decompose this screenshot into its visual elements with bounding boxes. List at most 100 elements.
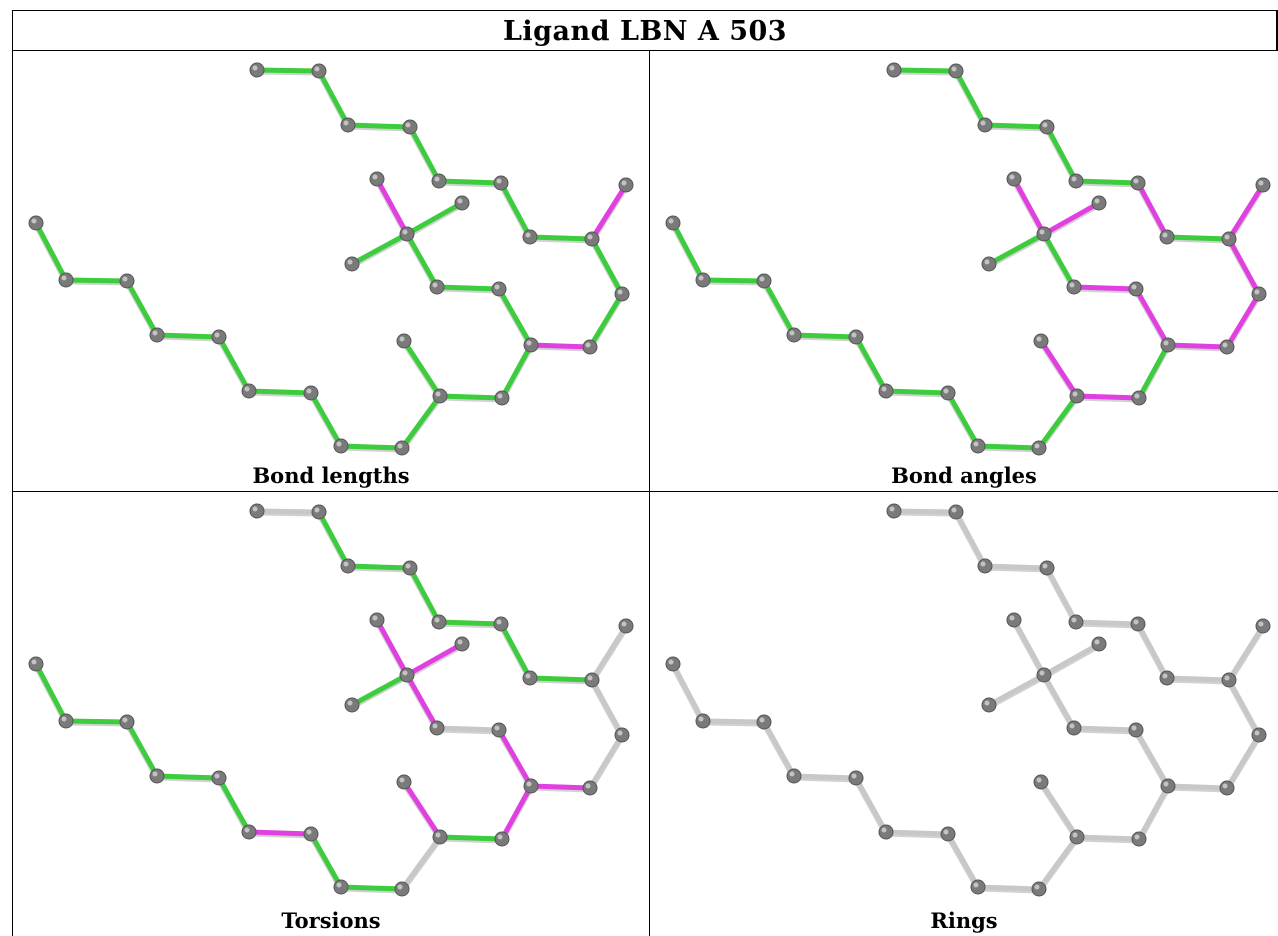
atom-highlight — [434, 617, 440, 623]
atom-highlight — [1254, 289, 1260, 295]
bond-outlier — [1226, 182, 1266, 242]
atom — [1128, 722, 1144, 738]
bond-good — [154, 773, 222, 781]
atom-highlight — [314, 66, 320, 72]
atom-highlight — [1134, 393, 1140, 399]
bond-unassessed — [1136, 783, 1171, 842]
bond-good — [853, 334, 889, 394]
atom — [28, 656, 44, 672]
atom-highlight — [1036, 336, 1042, 342]
atom — [756, 714, 772, 730]
atom — [582, 780, 598, 796]
bond-outlier — [404, 672, 440, 731]
atom-highlight — [496, 619, 502, 625]
atom — [1031, 440, 1047, 456]
bond-good — [498, 180, 533, 240]
atom-highlight — [457, 639, 463, 645]
atom — [1033, 333, 1049, 349]
atom — [786, 768, 802, 784]
atom — [454, 195, 470, 211]
panel-bond-angles: Bond angles — [650, 51, 1278, 491]
title-divider — [12, 50, 1278, 51]
atom — [394, 440, 410, 456]
atom — [1131, 390, 1147, 406]
atom — [119, 273, 135, 289]
bond-unassessed — [986, 672, 1047, 708]
atom — [149, 768, 165, 784]
panel-rings: Rings — [650, 492, 1278, 936]
atom — [1033, 774, 1049, 790]
bond-unassessed — [853, 775, 889, 835]
atom-highlight — [336, 441, 342, 447]
bond-good — [527, 234, 595, 242]
atom-highlight — [698, 275, 704, 281]
atom-highlight — [1042, 122, 1048, 128]
atom — [396, 774, 412, 790]
bond-good — [399, 393, 443, 451]
bond-good — [404, 231, 440, 290]
bond-good — [63, 277, 130, 284]
atom-highlight — [347, 700, 353, 706]
atom — [431, 614, 447, 630]
atom-highlight — [494, 725, 500, 731]
atom — [394, 881, 410, 897]
bond-good — [338, 443, 405, 451]
atom — [399, 667, 415, 683]
atom-highlight — [1034, 884, 1040, 890]
atom — [402, 119, 418, 135]
atom-highlight — [497, 393, 503, 399]
bond-good — [496, 286, 534, 348]
atom — [1039, 560, 1055, 576]
atom-highlight — [343, 120, 349, 126]
atom-highlight — [1094, 639, 1100, 645]
atom — [614, 286, 630, 302]
atom — [878, 383, 894, 399]
atom-highlight — [397, 443, 403, 449]
caption-torsions: Torsions — [281, 908, 381, 933]
figure-title: Ligand LBN A 503 — [502, 15, 788, 47]
atom-highlight — [617, 730, 623, 736]
atom — [429, 279, 445, 295]
atom — [1068, 614, 1084, 630]
bond-outlier — [401, 779, 443, 840]
atom-highlight — [587, 234, 593, 240]
atom-highlight — [1258, 180, 1264, 186]
atom — [948, 504, 964, 520]
bond-good — [216, 775, 252, 835]
bond-unassessed — [589, 677, 625, 738]
atom-highlight — [1131, 725, 1137, 731]
atom — [756, 273, 772, 289]
atom — [1039, 119, 1055, 135]
bond-outlier — [499, 783, 534, 842]
atom — [333, 438, 349, 454]
bond-good — [434, 284, 502, 292]
atom-highlight — [980, 561, 986, 567]
bond-good — [761, 278, 797, 338]
bond-unassessed — [1224, 732, 1262, 791]
bond-unassessed — [1165, 783, 1230, 791]
bond-good — [527, 675, 595, 683]
bond-good — [308, 390, 344, 449]
bond-outlier — [496, 727, 534, 789]
atom — [432, 388, 448, 404]
bond-outlier — [1074, 393, 1142, 401]
atom-highlight — [1071, 617, 1077, 623]
atom — [241, 824, 257, 840]
atom — [241, 383, 257, 399]
atom-highlight — [1071, 176, 1077, 182]
bond-outlier — [1071, 284, 1139, 292]
bond-unassessed — [1011, 617, 1047, 678]
atom — [494, 390, 510, 406]
atom-highlight — [399, 336, 405, 342]
atom — [311, 63, 327, 79]
atom — [58, 713, 74, 729]
atom — [1251, 727, 1267, 743]
atom — [249, 503, 265, 519]
atom — [522, 229, 538, 245]
bond-good — [883, 388, 951, 396]
bond-good — [124, 278, 160, 338]
atom-highlight — [399, 777, 405, 783]
atom-highlight — [372, 615, 378, 621]
atom-highlight — [432, 723, 438, 729]
bond-good — [1073, 178, 1141, 186]
